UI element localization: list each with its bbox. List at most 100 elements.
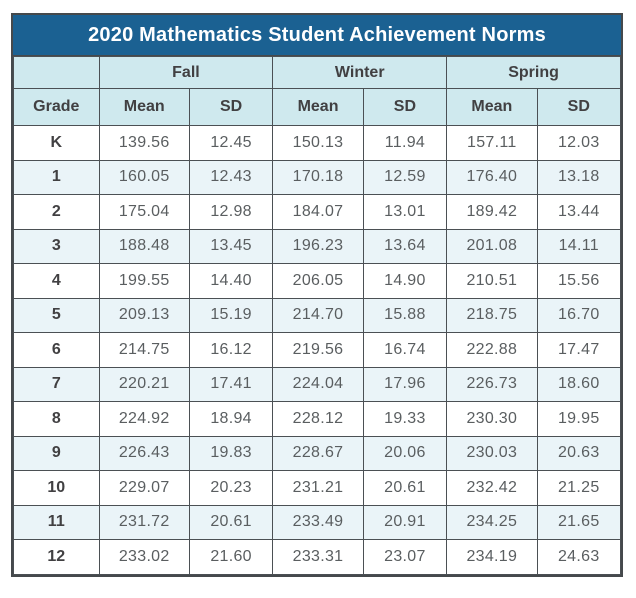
grade-cell: 2: [13, 194, 100, 230]
value-cell: 210.51: [446, 263, 538, 299]
value-cell: 233.31: [272, 539, 364, 575]
value-cell: 21.60: [188, 539, 274, 575]
value-cell: 12.59: [362, 159, 448, 195]
value-cell: 13.18: [536, 159, 622, 195]
value-cell: 16.74: [362, 332, 448, 368]
grade-cell: 6: [13, 332, 100, 368]
table-row: K 139.56 12.45 150.13 11.94 157.11 12.03: [13, 125, 622, 161]
table-row: 7 220.21 17.41 224.04 17.96 226.73 18.60: [13, 366, 622, 402]
value-cell: 20.23: [188, 470, 274, 506]
value-cell: 234.25: [446, 504, 538, 540]
value-cell: 24.63: [536, 539, 622, 575]
spring-sd-header: SD: [536, 88, 622, 126]
value-cell: 15.19: [188, 297, 274, 333]
value-cell: 222.88: [446, 332, 538, 368]
value-cell: 17.96: [362, 366, 448, 402]
grade-cell: 8: [13, 401, 100, 437]
table-row: 11 231.72 20.61 233.49 20.91 234.25 21.6…: [13, 504, 622, 540]
value-cell: 12.45: [188, 125, 274, 161]
table-row: 12 233.02 21.60 233.31 23.07 234.19 24.6…: [13, 539, 622, 575]
value-cell: 16.12: [188, 332, 274, 368]
value-cell: 175.04: [98, 194, 190, 230]
table-row: 3 188.48 13.45 196.23 13.64 201.08 14.11: [13, 228, 622, 264]
value-cell: 21.65: [536, 504, 622, 540]
value-cell: 206.05: [272, 263, 364, 299]
grade-cell: 5: [13, 297, 100, 333]
value-cell: 224.04: [272, 366, 364, 402]
value-cell: 233.02: [98, 539, 190, 575]
value-cell: 15.88: [362, 297, 448, 333]
value-cell: 12.98: [188, 194, 274, 230]
value-cell: 209.13: [98, 297, 190, 333]
value-cell: 150.13: [272, 125, 364, 161]
value-cell: 19.33: [362, 401, 448, 437]
table-row: 1 160.05 12.43 170.18 12.59 176.40 13.18: [13, 159, 622, 195]
value-cell: 230.03: [446, 435, 538, 471]
value-cell: 13.45: [188, 228, 274, 264]
value-cell: 20.91: [362, 504, 448, 540]
value-cell: 12.03: [536, 125, 622, 161]
value-cell: 229.07: [98, 470, 190, 506]
value-cell: 19.83: [188, 435, 274, 471]
value-cell: 226.43: [98, 435, 190, 471]
value-cell: 218.75: [446, 297, 538, 333]
value-cell: 199.55: [98, 263, 190, 299]
table-row: 8 224.92 18.94 228.12 19.33 230.30 19.95: [13, 401, 622, 437]
value-cell: 14.90: [362, 263, 448, 299]
season-header-winter: Winter: [272, 56, 448, 89]
value-cell: 157.11: [446, 125, 538, 161]
table-row: 10 229.07 20.23 231.21 20.61 232.42 21.2…: [13, 470, 622, 506]
value-cell: 220.21: [98, 366, 190, 402]
value-cell: 233.49: [272, 504, 364, 540]
value-cell: 14.11: [536, 228, 622, 264]
value-cell: 18.94: [188, 401, 274, 437]
fall-sd-header: SD: [188, 88, 274, 126]
value-cell: 14.40: [188, 263, 274, 299]
value-cell: 20.06: [362, 435, 448, 471]
value-cell: 231.21: [272, 470, 364, 506]
spring-mean-header: Mean: [446, 88, 538, 126]
winter-mean-header: Mean: [272, 88, 364, 126]
table-row: 5 209.13 15.19 214.70 15.88 218.75 16.70: [13, 297, 622, 333]
value-cell: 13.44: [536, 194, 622, 230]
table-row: 2 175.04 12.98 184.07 13.01 189.42 13.44: [13, 194, 622, 230]
table-row: 4 199.55 14.40 206.05 14.90 210.51 15.56: [13, 263, 622, 299]
norms-data-table: Fall Winter Spring Grade Mean SD Mean SD…: [13, 56, 622, 575]
column-header-row: Grade Mean SD Mean SD Mean SD: [13, 88, 622, 126]
grade-cell: 9: [13, 435, 100, 471]
grade-cell: 4: [13, 263, 100, 299]
value-cell: 196.23: [272, 228, 364, 264]
value-cell: 18.60: [536, 366, 622, 402]
grade-cell: 11: [13, 504, 100, 540]
value-cell: 13.64: [362, 228, 448, 264]
table-title: 2020 Mathematics Student Achievement Nor…: [13, 15, 621, 56]
value-cell: 16.70: [536, 297, 622, 333]
value-cell: 17.41: [188, 366, 274, 402]
season-header-spring: Spring: [446, 56, 621, 89]
table-row: 9 226.43 19.83 228.67 20.06 230.03 20.63: [13, 435, 622, 471]
value-cell: 11.94: [362, 125, 448, 161]
value-cell: 21.25: [536, 470, 622, 506]
value-cell: 139.56: [98, 125, 190, 161]
value-cell: 17.47: [536, 332, 622, 368]
value-cell: 20.61: [188, 504, 274, 540]
value-cell: 230.30: [446, 401, 538, 437]
winter-sd-header: SD: [362, 88, 448, 126]
value-cell: 20.63: [536, 435, 622, 471]
value-cell: 214.75: [98, 332, 190, 368]
value-cell: 226.73: [446, 366, 538, 402]
value-cell: 231.72: [98, 504, 190, 540]
value-cell: 214.70: [272, 297, 364, 333]
value-cell: 224.92: [98, 401, 190, 437]
value-cell: 15.56: [536, 263, 622, 299]
value-cell: 201.08: [446, 228, 538, 264]
value-cell: 19.95: [536, 401, 622, 437]
value-cell: 160.05: [98, 159, 190, 195]
grade-cell: 10: [13, 470, 100, 506]
value-cell: 228.67: [272, 435, 364, 471]
value-cell: 219.56: [272, 332, 364, 368]
grade-cell: 1: [13, 159, 100, 195]
value-cell: 188.48: [98, 228, 190, 264]
value-cell: 23.07: [362, 539, 448, 575]
season-header-row: Fall Winter Spring: [13, 56, 621, 89]
